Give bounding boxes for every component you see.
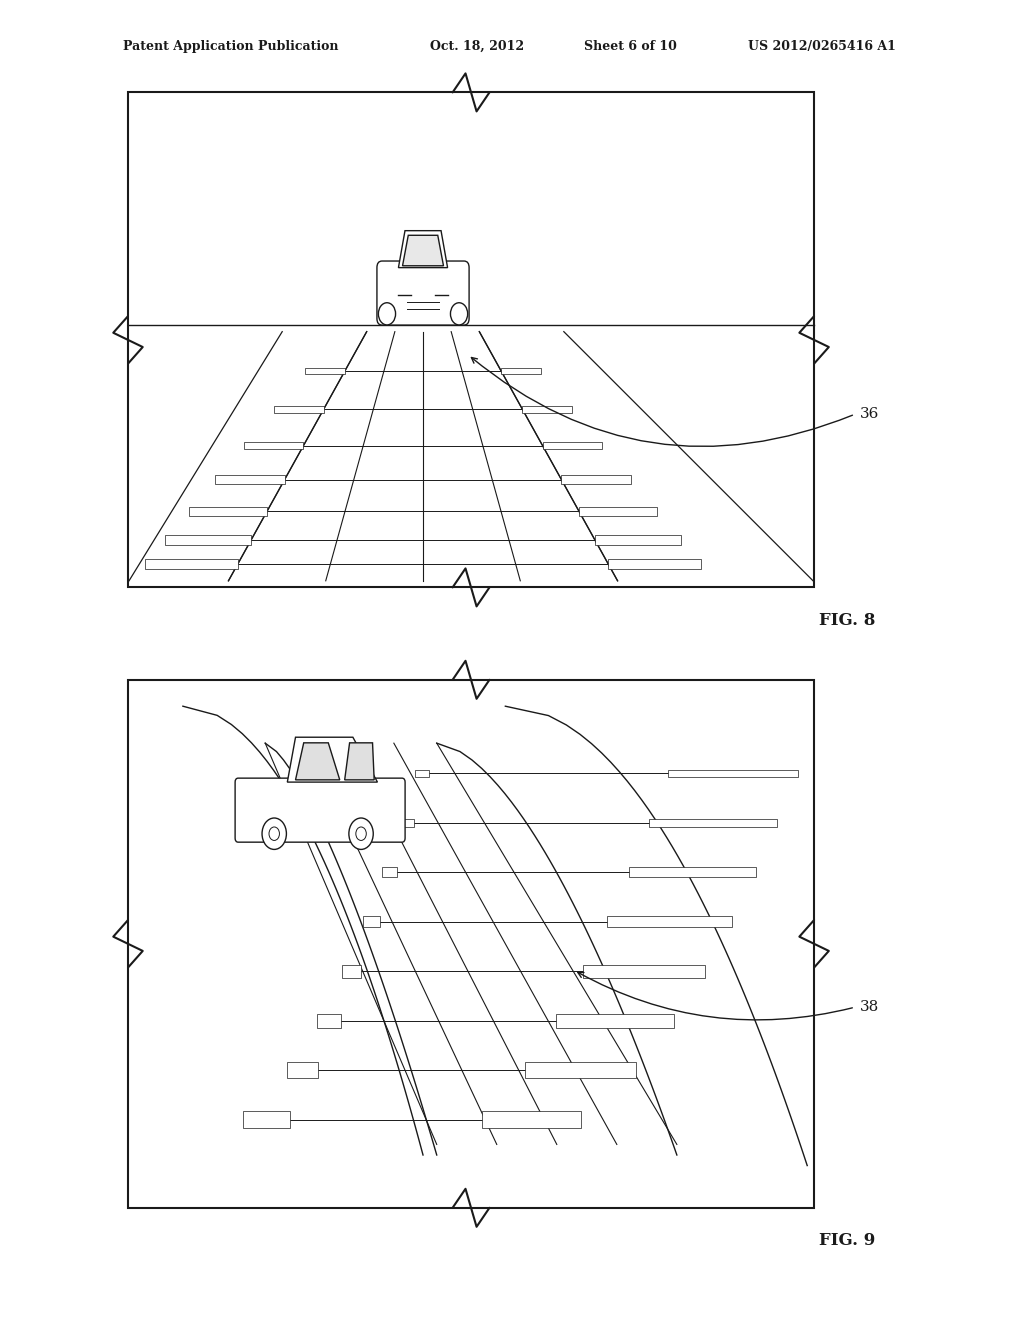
Bar: [244, 442, 303, 449]
Bar: [416, 770, 429, 776]
Polygon shape: [296, 743, 340, 780]
Bar: [189, 507, 267, 516]
Bar: [287, 1063, 318, 1078]
FancyBboxPatch shape: [236, 777, 406, 842]
FancyBboxPatch shape: [377, 261, 469, 325]
Bar: [317, 1014, 341, 1028]
Bar: [166, 535, 251, 545]
Bar: [629, 867, 756, 876]
Bar: [362, 916, 380, 927]
Bar: [579, 507, 657, 516]
Bar: [608, 558, 701, 569]
Polygon shape: [402, 235, 443, 265]
Bar: [583, 965, 705, 978]
Bar: [399, 818, 414, 826]
Polygon shape: [345, 743, 374, 780]
Text: FIG. 9: FIG. 9: [819, 1233, 876, 1249]
Bar: [215, 475, 285, 484]
Bar: [273, 407, 324, 413]
Bar: [649, 818, 777, 826]
Circle shape: [451, 302, 468, 325]
FancyArrowPatch shape: [578, 973, 852, 1020]
Text: 38: 38: [860, 1001, 880, 1014]
Circle shape: [349, 818, 374, 850]
Bar: [502, 368, 541, 375]
Text: Oct. 18, 2012: Oct. 18, 2012: [430, 40, 524, 53]
Text: US 2012/0265416 A1: US 2012/0265416 A1: [748, 40, 895, 53]
Bar: [305, 368, 345, 375]
Circle shape: [269, 826, 280, 841]
Circle shape: [356, 826, 367, 841]
Bar: [482, 1111, 581, 1129]
Bar: [128, 680, 814, 1208]
Bar: [668, 770, 798, 776]
Bar: [243, 1111, 290, 1129]
Bar: [128, 92, 814, 587]
Bar: [522, 407, 572, 413]
Bar: [342, 965, 361, 978]
Bar: [145, 558, 238, 569]
Bar: [561, 475, 631, 484]
Circle shape: [379, 302, 395, 325]
Bar: [607, 916, 732, 927]
Circle shape: [262, 818, 287, 850]
Bar: [556, 1014, 674, 1028]
Text: 36: 36: [860, 407, 880, 421]
Text: Patent Application Publication: Patent Application Publication: [123, 40, 338, 53]
Bar: [524, 1063, 636, 1078]
FancyArrowPatch shape: [471, 358, 852, 446]
Bar: [595, 535, 681, 545]
Text: Sheet 6 of 10: Sheet 6 of 10: [584, 40, 677, 53]
Bar: [543, 442, 602, 449]
Text: FIG. 8: FIG. 8: [819, 612, 876, 628]
Bar: [382, 867, 397, 876]
Polygon shape: [398, 231, 447, 268]
Polygon shape: [288, 737, 378, 781]
